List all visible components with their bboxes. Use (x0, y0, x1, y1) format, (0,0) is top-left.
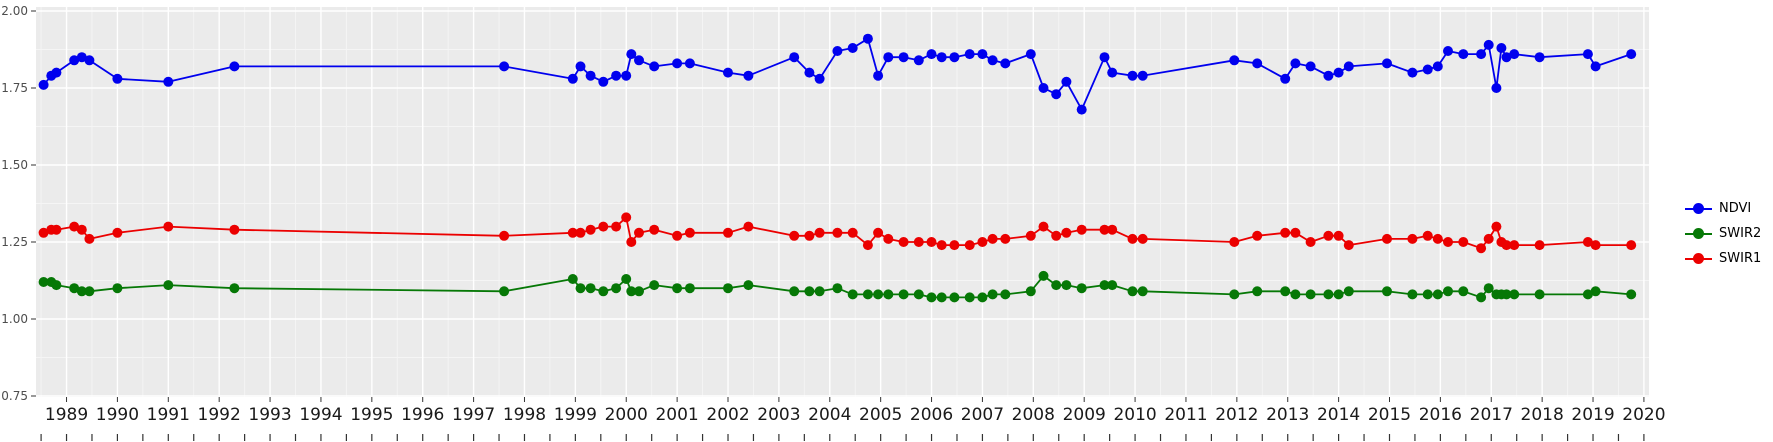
svg-text:1994: 1994 (299, 405, 342, 425)
svg-text:2013: 2013 (1266, 405, 1309, 425)
svg-text:2007: 2007 (961, 405, 1004, 425)
svg-text:1996: 1996 (401, 405, 444, 425)
svg-text:2019: 2019 (1571, 405, 1614, 425)
svg-text:2012: 2012 (1215, 405, 1258, 425)
svg-text:2006: 2006 (910, 405, 953, 425)
svg-text:1991: 1991 (147, 405, 190, 425)
svg-text:1989: 1989 (45, 405, 88, 425)
svg-text:1993: 1993 (248, 405, 291, 425)
chart-legend: NDVI SWIR2 SWIR1 (1685, 196, 1761, 271)
legend-item-swir1: SWIR1 (1685, 246, 1761, 271)
svg-text:2009: 2009 (1063, 405, 1106, 425)
svg-text:1992: 1992 (198, 405, 241, 425)
svg-text:1.50: 1.50 (1, 158, 28, 172)
legend-item-swir2: SWIR2 (1685, 221, 1761, 246)
svg-text:2011: 2011 (1164, 405, 1207, 425)
svg-text:2002: 2002 (706, 405, 749, 425)
svg-text:2018: 2018 (1521, 405, 1564, 425)
svg-text:1990: 1990 (96, 405, 139, 425)
legend-label-swir1: SWIR1 (1719, 251, 1762, 266)
svg-text:2004: 2004 (808, 405, 851, 425)
svg-text:1.00: 1.00 (1, 312, 28, 326)
svg-text:2008: 2008 (1012, 405, 1055, 425)
svg-text:1.25: 1.25 (1, 235, 28, 249)
legend-label-swir2: SWIR2 (1719, 226, 1762, 241)
svg-text:2015: 2015 (1368, 405, 1411, 425)
svg-text:2005: 2005 (859, 405, 902, 425)
svg-text:1998: 1998 (503, 405, 546, 425)
svg-text:2014: 2014 (1317, 405, 1360, 425)
svg-text:2010: 2010 (1113, 405, 1156, 425)
svg-text:1.75: 1.75 (1, 81, 28, 95)
svg-text:2020: 2020 (1622, 405, 1665, 425)
svg-text:2001: 2001 (655, 405, 698, 425)
legend-key-swir2-icon (1685, 226, 1712, 241)
svg-text:2003: 2003 (757, 405, 800, 425)
svg-text:0.75: 0.75 (1, 389, 28, 403)
svg-text:1995: 1995 (350, 405, 393, 425)
svg-text:2000: 2000 (605, 405, 648, 425)
legend-label-ndvi: NDVI (1719, 201, 1752, 216)
legend-key-ndvi-icon (1685, 201, 1712, 216)
legend-item-ndvi: NDVI (1685, 196, 1761, 221)
svg-text:2017: 2017 (1470, 405, 1513, 425)
legend-key-swir1-icon (1685, 251, 1712, 266)
svg-text:2.00: 2.00 (1, 4, 28, 18)
svg-text:1997: 1997 (452, 405, 495, 425)
svg-text:1999: 1999 (554, 405, 597, 425)
svg-text:2016: 2016 (1419, 405, 1462, 425)
